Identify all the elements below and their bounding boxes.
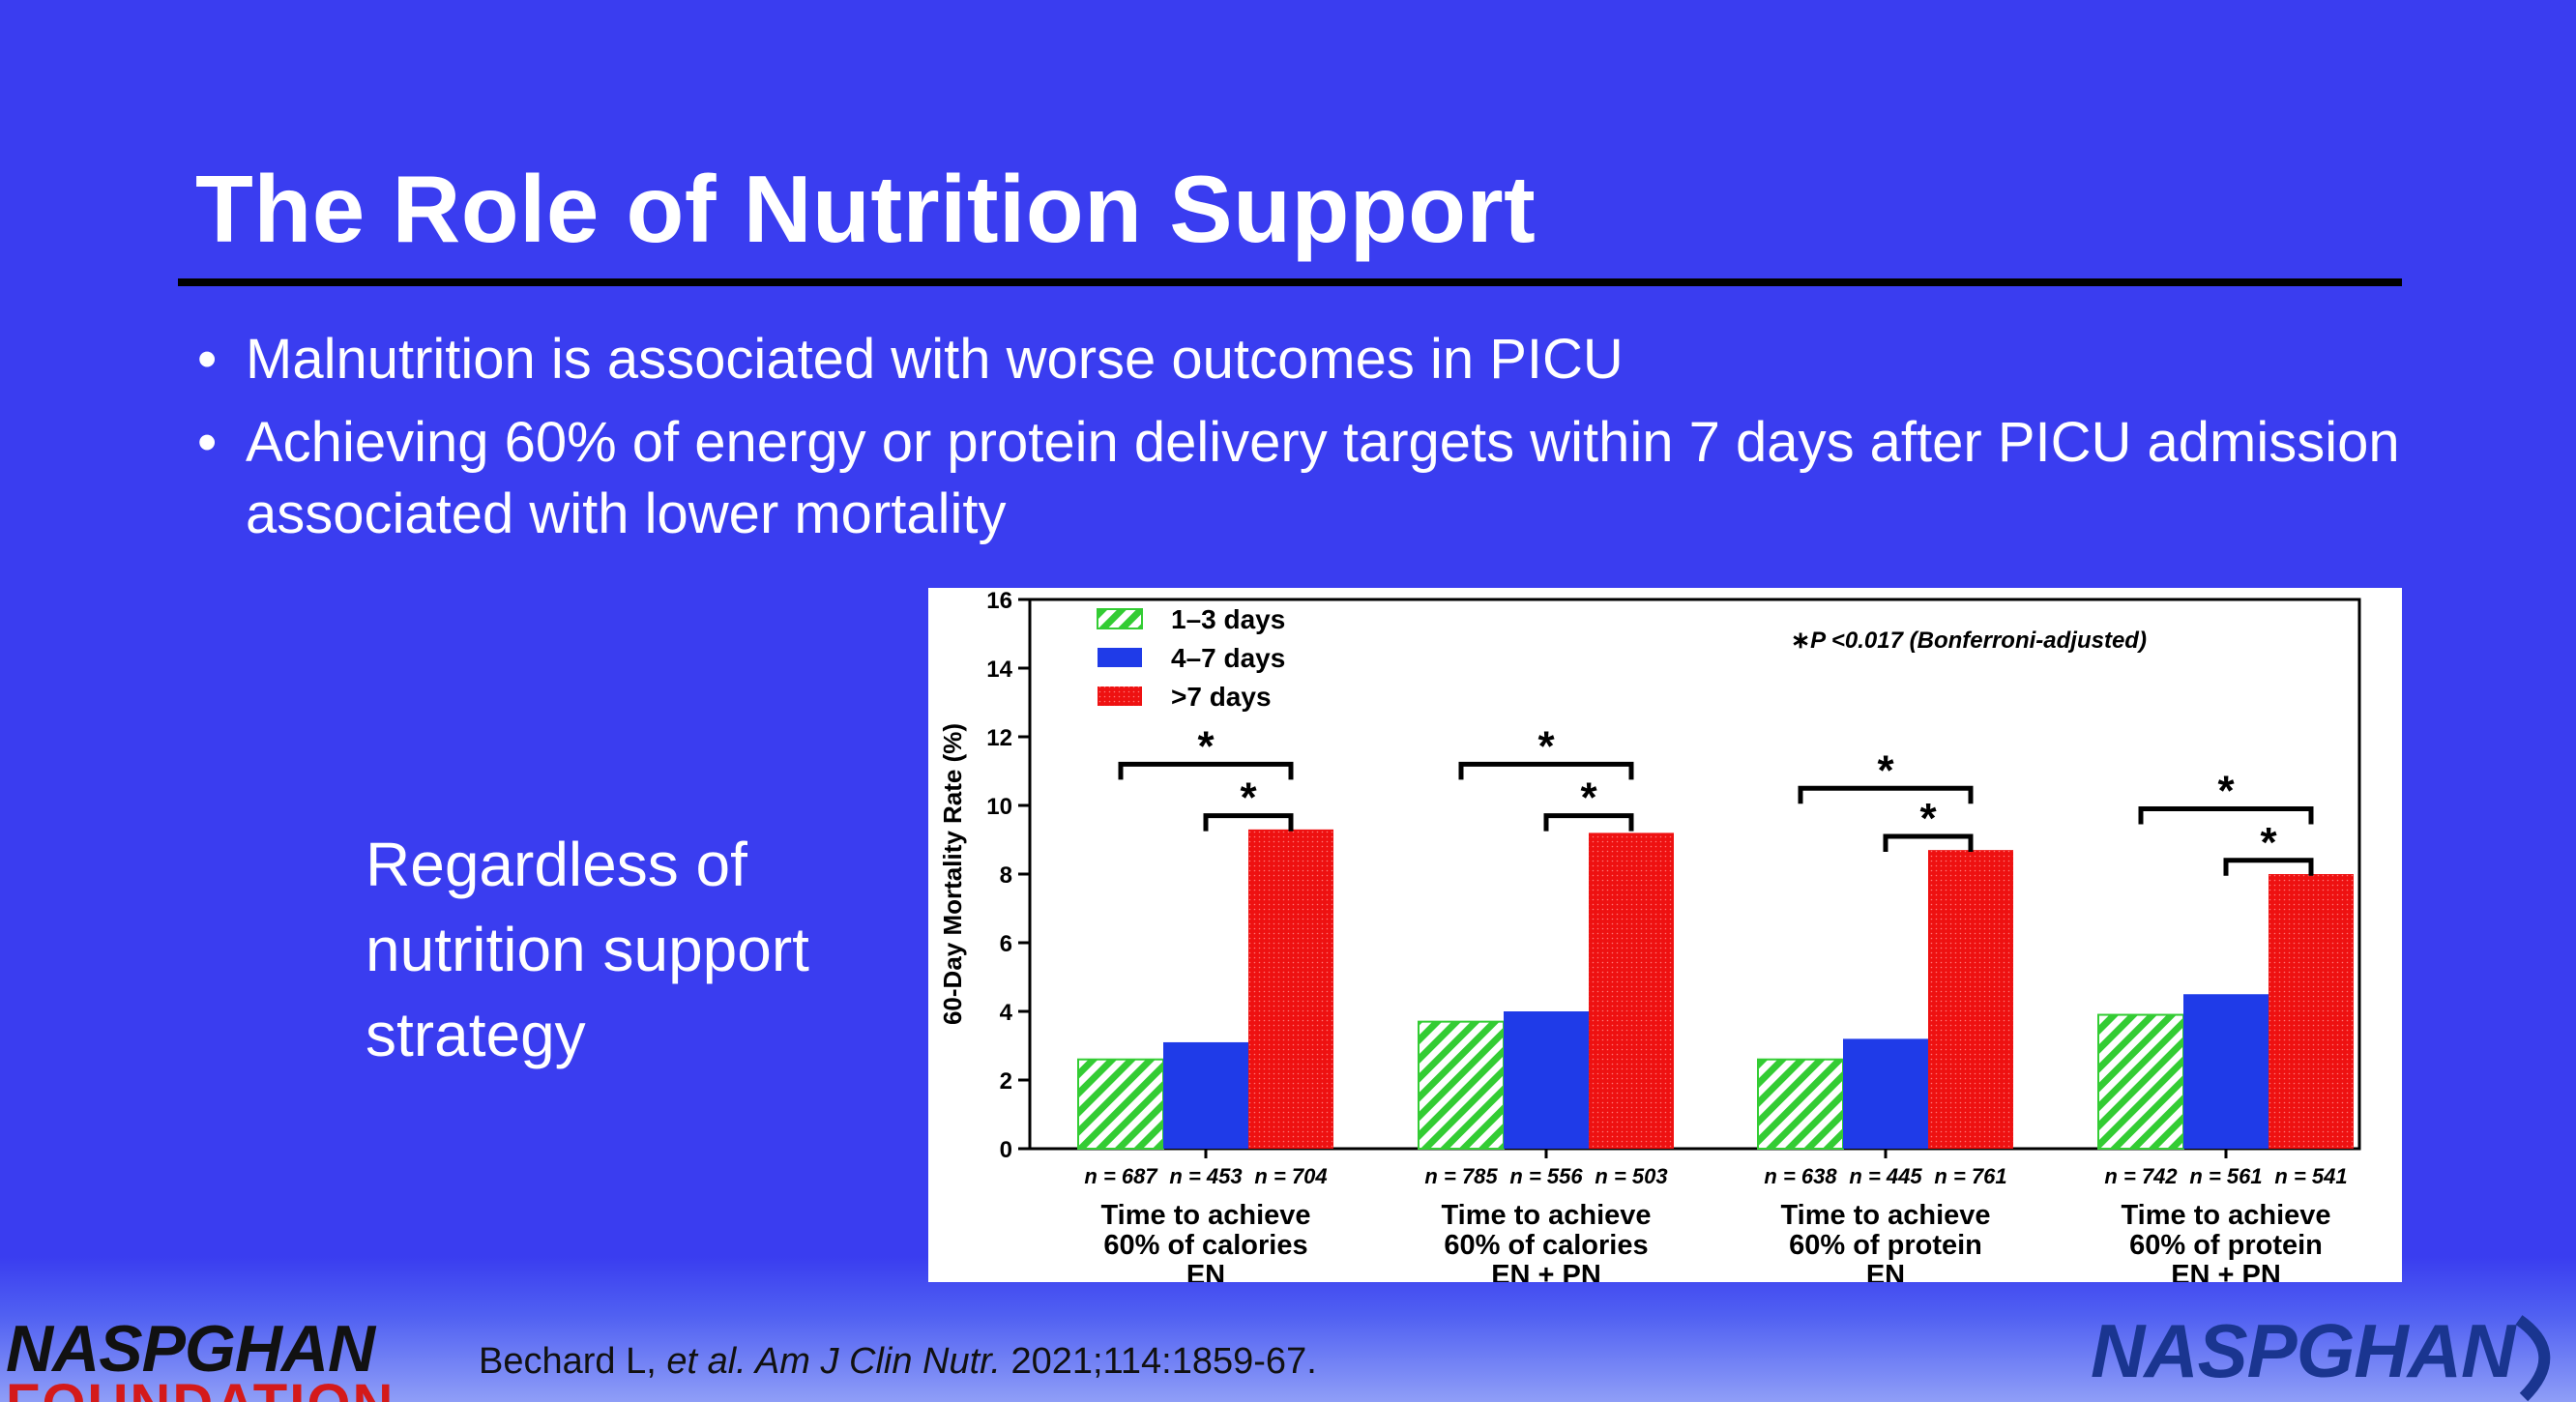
bar — [1418, 1020, 1505, 1150]
y-tick-label: 12 — [986, 725, 1012, 751]
bar — [2183, 994, 2269, 1149]
bullet-text: Achieving 60% of energy or protein deliv… — [246, 411, 2400, 545]
mortality-chart: 0 2 4 6 8 10 12 14 16 60-Day Mortality Rate (%) n … — [938, 588, 2361, 1282]
significance-bracket — [1883, 833, 1974, 852]
y-tick-label: 0 — [1000, 1137, 1012, 1163]
n-label: n = 561 — [2189, 1164, 2262, 1188]
citation: Bechard L, et al. Am J Clin Nutr. 2021;1… — [479, 1340, 1317, 1383]
x-category-label: EN + PN — [1491, 1260, 1601, 1282]
y-tick-label: 16 — [986, 588, 1012, 614]
legend-label: 4–7 days — [1171, 643, 1285, 673]
side-note: Regardless of nutrition support strategy — [366, 830, 809, 1069]
legend-swatch — [1098, 648, 1142, 667]
x-category-label: 60% of protein — [2129, 1230, 2323, 1261]
significance-bracket — [1458, 761, 1634, 780]
significance-bracket — [1543, 813, 1634, 832]
slide-title: The Role of Nutrition Support — [195, 156, 1537, 262]
bar — [1928, 850, 2013, 1149]
bar — [1248, 829, 1333, 1149]
y-axis-label: 60-Day Mortality Rate (%) — [938, 723, 967, 1025]
significance-bracket — [1798, 785, 1974, 804]
n-label: n = 742 — [2104, 1164, 2178, 1188]
legend-label: 1–3 days — [1171, 604, 1285, 634]
bar — [1589, 832, 1674, 1149]
x-category-label: EN — [1866, 1260, 1905, 1282]
bar — [1843, 1038, 1928, 1149]
title-divider — [178, 278, 2402, 286]
bar — [1163, 1041, 1248, 1149]
legend-label: >7 days — [1171, 682, 1272, 712]
n-label: n = 503 — [1595, 1164, 1667, 1188]
n-label: n = 785 — [1424, 1164, 1498, 1188]
n-label: n = 556 — [1509, 1164, 1583, 1188]
significance-bracket — [2138, 806, 2314, 825]
naspghan-foundation-logo-sub: FOUNDATION — [6, 1371, 395, 1402]
x-category-label: Time to achieve — [1441, 1200, 1651, 1231]
significance-star: * — [2260, 819, 2277, 866]
significance-star: * — [1240, 774, 1257, 822]
y-tick-label: 2 — [1000, 1068, 1012, 1095]
legend-swatch — [1098, 686, 1142, 706]
legend-swatch — [1097, 608, 1143, 629]
bar — [1504, 1011, 1589, 1149]
annotation-star: ∗ — [1791, 628, 1810, 654]
citation-journal: Am J Clin Nutr. — [746, 1341, 1001, 1382]
bullet-icon: • — [197, 328, 218, 391]
bullet-icon: • — [197, 411, 218, 474]
y-tick-label: 10 — [986, 794, 1012, 820]
citation-authors: Bechard L, — [479, 1341, 667, 1382]
bar — [1077, 1058, 1164, 1151]
significance-star: * — [1197, 722, 1215, 770]
x-category-label: Time to achieve — [1780, 1200, 1990, 1231]
x-category-label: EN — [1186, 1260, 1225, 1282]
bar — [1757, 1058, 1844, 1151]
citation-etal: et al. — [666, 1341, 746, 1382]
significance-bracket — [1203, 813, 1294, 832]
y-tick-label: 4 — [1000, 1000, 1013, 1026]
significance-star: * — [1877, 746, 1894, 794]
bar — [2269, 874, 2354, 1149]
bullet-item: • Malnutrition is associated with worse … — [197, 324, 2441, 395]
significance-bracket — [2223, 858, 2314, 876]
mortality-chart-panel: 0 2 4 6 8 10 12 14 16 60-Day Mortality Rate (%) n … — [928, 588, 2402, 1282]
significance-annotation: ∗P <0.017 (Bonferroni-adjusted) — [1791, 628, 2147, 654]
n-label: n = 704 — [1254, 1164, 1327, 1188]
naspghan-foundation-logo: NASPGHAN — [6, 1312, 375, 1386]
x-category-label: 60% of calories — [1444, 1230, 1648, 1261]
bullet-item: • Achieving 60% of energy or protein del… — [197, 407, 2441, 550]
n-label: n = 761 — [1934, 1164, 2006, 1188]
significance-star: * — [1919, 795, 1937, 842]
y-tick-label: 6 — [1000, 931, 1012, 957]
n-label: n = 445 — [1849, 1164, 1922, 1188]
n-label: n = 541 — [2274, 1164, 2347, 1188]
y-tick-label: 8 — [1000, 862, 1012, 889]
x-category-label: Time to achieve — [2121, 1200, 2330, 1231]
n-label: n = 638 — [1764, 1164, 1837, 1188]
n-label: n = 453 — [1169, 1164, 1242, 1188]
x-category-label: 60% of calories — [1103, 1230, 1307, 1261]
significance-bracket — [1118, 761, 1294, 780]
bullet-list: • Malnutrition is associated with worse … — [197, 324, 2441, 562]
naspghan-swoosh-icon — [2515, 1315, 2551, 1402]
significance-star: * — [1580, 774, 1597, 822]
x-category-label: Time to achieve — [1100, 1200, 1310, 1231]
significance-star: * — [2217, 768, 2235, 815]
citation-rest: 2021;114:1859-67. — [1000, 1341, 1317, 1382]
naspghan-logo: NASPGHAN — [2091, 1308, 2515, 1393]
x-category-label: EN + PN — [2171, 1260, 2281, 1282]
annotation-text: P <0.017 (Bonferroni-adjusted) — [1810, 628, 2147, 654]
n-label: n = 687 — [1084, 1164, 1158, 1188]
bar — [2097, 1013, 2184, 1150]
x-category-label: 60% of protein — [1789, 1230, 1982, 1261]
bullet-text: Malnutrition is associated with worse ou… — [246, 328, 1624, 391]
significance-star: * — [1537, 722, 1555, 770]
y-tick-label: 14 — [986, 657, 1012, 683]
